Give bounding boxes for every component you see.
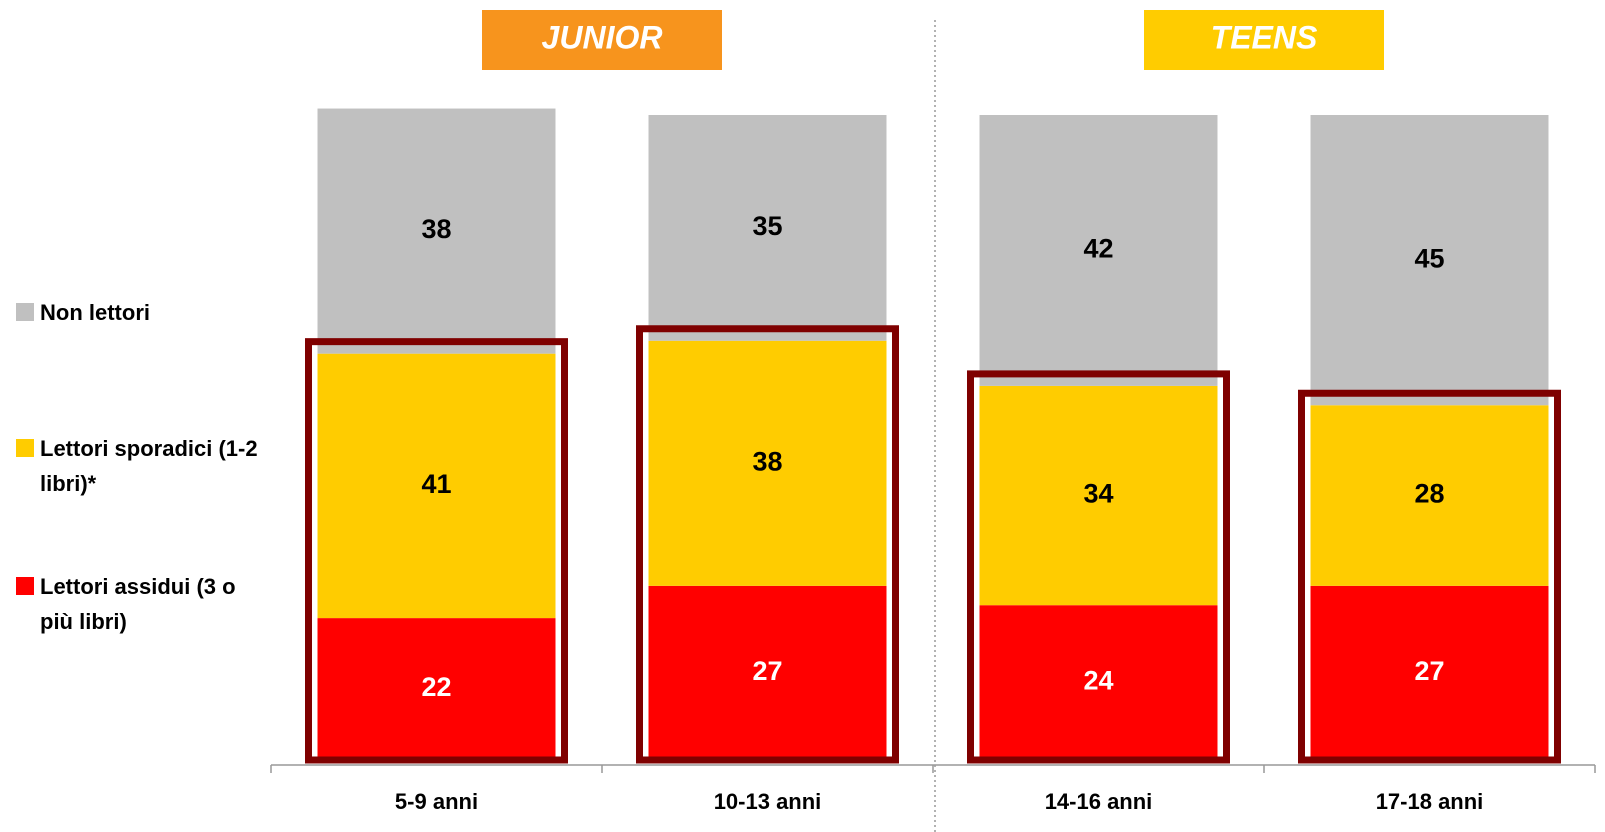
legend-item: Non lettori (16, 295, 286, 330)
x-tick-label: 10-13 anni (714, 789, 822, 814)
x-tick-label: 5-9 anni (395, 789, 478, 814)
bar-segment (648, 115, 887, 341)
group-header-box (482, 10, 722, 70)
data-label: 28 (1414, 479, 1444, 509)
legend-swatch (16, 303, 34, 321)
bar-segment (648, 340, 887, 586)
bar-segment (317, 618, 556, 760)
highlight-box (1298, 389, 1561, 764)
bar-segment (979, 115, 1218, 386)
group-header-box (1144, 10, 1384, 70)
legend-item: Lettori assidui (3 o più libri) (16, 569, 286, 639)
group-header: JUNIOR (542, 19, 663, 55)
data-label: 41 (421, 469, 451, 499)
legend-swatch (16, 577, 34, 595)
highlight-box (636, 325, 899, 764)
legend-label: Lettori sporadici (1-2 libri)* (40, 436, 258, 496)
data-label: 24 (1083, 666, 1113, 696)
bar-segment (1310, 115, 1549, 406)
bar-segment (317, 353, 556, 619)
legend-label: Non lettori (40, 300, 150, 325)
x-tick-label: 17-18 anni (1376, 789, 1484, 814)
data-label: 35 (752, 211, 782, 241)
bar-segment (1310, 585, 1549, 760)
bar-segment (979, 605, 1218, 760)
bar-segment (317, 108, 556, 354)
data-label: 42 (1083, 234, 1113, 264)
legend-label: Lettori assidui (3 o più libri) (40, 574, 236, 634)
x-tick-label: 14-16 anni (1045, 789, 1153, 814)
data-label: 45 (1414, 243, 1444, 273)
data-label: 27 (1414, 656, 1444, 686)
data-label: 38 (421, 214, 451, 244)
legend-swatch (16, 439, 34, 457)
data-label: 22 (421, 672, 451, 702)
bar-segment (648, 585, 887, 760)
data-label: 27 (752, 656, 782, 686)
highlight-box (967, 370, 1230, 764)
data-label: 34 (1083, 479, 1113, 509)
bar-segment (979, 385, 1218, 606)
legend-item: Lettori sporadici (1-2 libri)* (16, 431, 286, 501)
highlight-box (305, 338, 568, 764)
group-header: TEENS (1211, 19, 1318, 55)
data-label: 38 (752, 446, 782, 476)
bar-segment (1310, 405, 1549, 586)
